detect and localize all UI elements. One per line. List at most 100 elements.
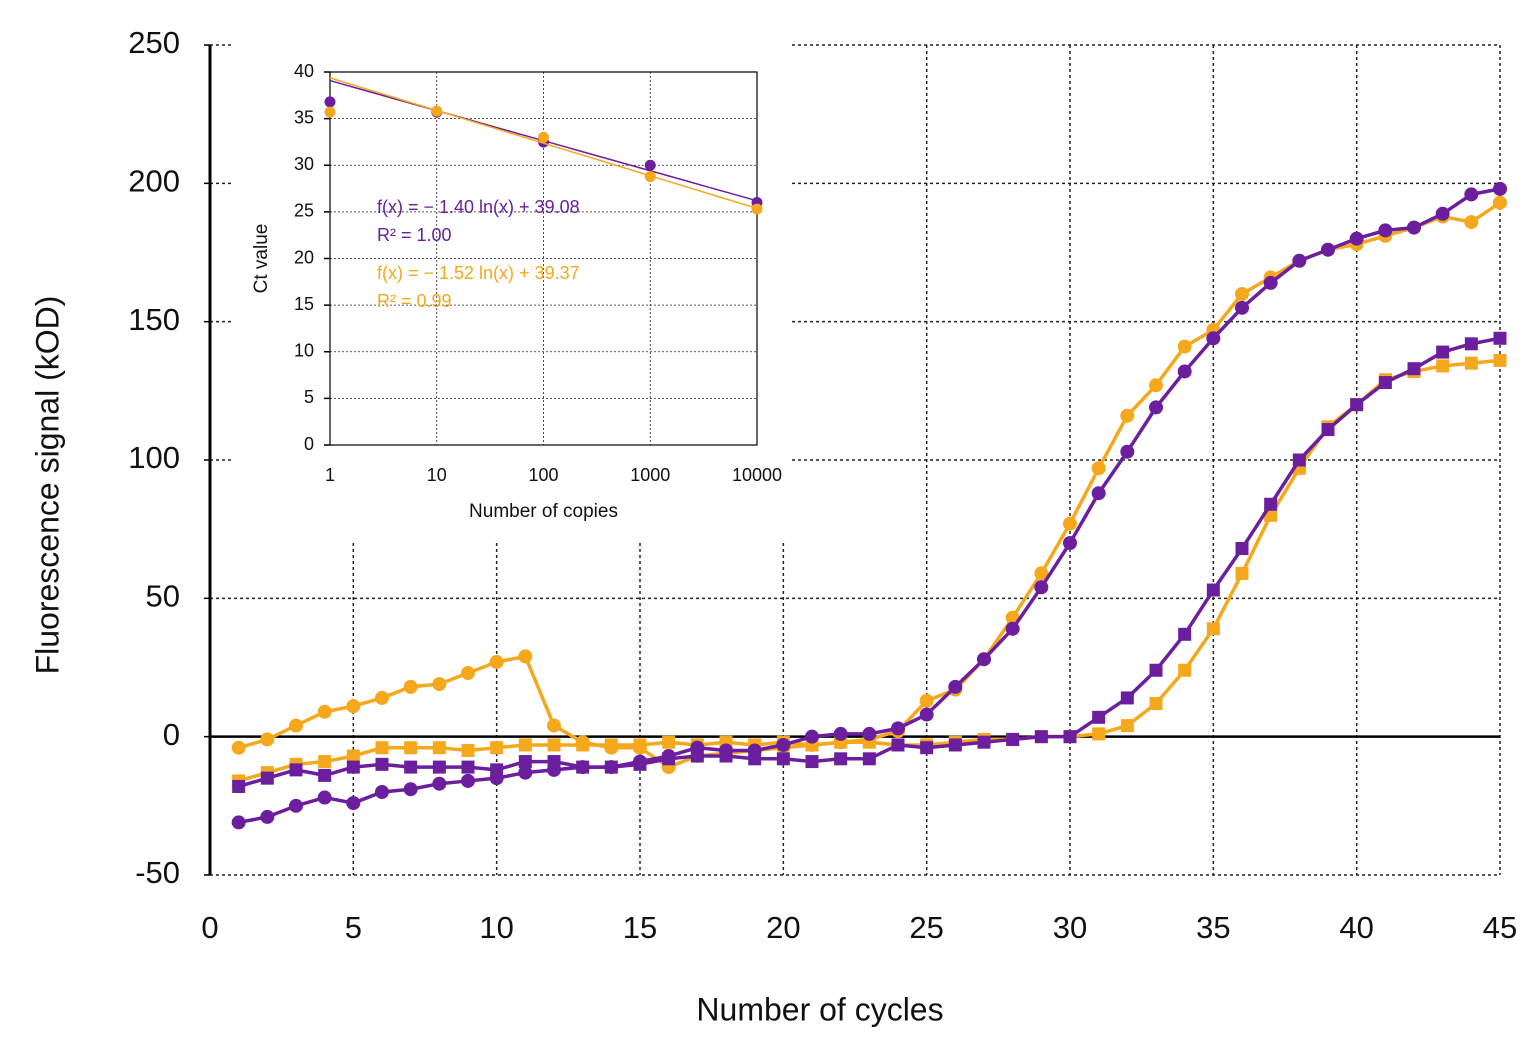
marker <box>375 785 389 799</box>
marker <box>1149 400 1163 415</box>
marker <box>1235 287 1249 301</box>
marker <box>1091 486 1106 501</box>
marker <box>490 763 504 777</box>
marker <box>891 738 905 752</box>
marker <box>1149 696 1163 710</box>
marker <box>1292 253 1307 268</box>
marker <box>432 741 446 755</box>
marker <box>232 779 246 793</box>
marker <box>1177 339 1192 354</box>
y-tick-label: 15 <box>294 294 314 314</box>
fit-r2: R² = 1.00 <box>377 225 452 245</box>
marker <box>1292 453 1306 467</box>
marker <box>518 738 532 752</box>
marker <box>1034 580 1049 595</box>
marker <box>1464 215 1479 230</box>
x-tick-label: 10000 <box>732 465 782 485</box>
marker <box>1407 220 1421 235</box>
marker <box>644 170 656 182</box>
x-tick-label: 45 <box>1483 910 1517 945</box>
marker <box>633 738 647 752</box>
marker <box>1407 362 1421 376</box>
y-tick-label: 40 <box>294 61 314 81</box>
x-tick-label: 25 <box>909 910 943 945</box>
marker <box>547 738 561 752</box>
marker <box>1178 627 1192 641</box>
y-tick-label: 50 <box>146 579 180 614</box>
y-tick-label: 25 <box>294 201 314 221</box>
y-tick-label: 250 <box>128 25 180 60</box>
marker <box>833 726 848 741</box>
marker <box>1063 516 1077 531</box>
x-axis-title: Number of cycles <box>696 991 943 1027</box>
y-axis-title: Ct value <box>251 224 272 294</box>
plot-frame <box>329 71 758 446</box>
marker <box>1235 300 1249 315</box>
marker <box>1206 331 1221 346</box>
marker <box>751 203 763 215</box>
marker <box>919 707 934 722</box>
marker <box>1235 566 1249 580</box>
marker <box>289 798 303 813</box>
marker <box>1120 444 1135 459</box>
marker <box>375 741 389 755</box>
x-axis-title: Number of copies <box>469 501 618 522</box>
marker <box>260 732 275 747</box>
marker <box>404 741 418 755</box>
marker <box>289 763 303 777</box>
marker <box>1006 732 1020 746</box>
marker <box>431 105 443 117</box>
marker <box>1149 378 1163 393</box>
marker <box>977 652 991 667</box>
marker <box>547 718 561 733</box>
marker <box>1235 542 1249 556</box>
marker <box>690 749 704 763</box>
marker <box>461 744 475 757</box>
marker <box>920 741 934 755</box>
marker <box>1349 231 1364 246</box>
x-tick-label: 35 <box>1196 910 1230 945</box>
y-tick-label: 5 <box>304 387 314 407</box>
marker <box>1435 206 1450 221</box>
marker <box>948 738 962 752</box>
marker <box>1350 398 1364 412</box>
x-tick-label: 15 <box>623 910 657 945</box>
marker <box>719 749 733 763</box>
marker <box>518 755 532 769</box>
marker <box>518 765 533 780</box>
marker <box>318 755 332 769</box>
marker <box>346 699 361 714</box>
marker <box>432 760 446 774</box>
marker <box>1206 622 1220 636</box>
marker <box>404 760 418 774</box>
marker <box>1034 566 1049 581</box>
marker <box>576 760 590 774</box>
marker <box>805 729 819 744</box>
marker <box>1091 461 1106 476</box>
marker <box>1321 423 1335 437</box>
marker <box>260 809 275 824</box>
marker <box>604 760 618 774</box>
x-tick-label: 0 <box>201 910 218 945</box>
y-tick-label: 0 <box>304 434 314 454</box>
marker <box>1378 376 1392 390</box>
marker <box>633 757 647 771</box>
y-tick-label: 0 <box>163 717 180 752</box>
marker <box>317 704 332 719</box>
marker <box>1120 408 1135 423</box>
marker <box>231 740 246 755</box>
marker <box>604 738 618 752</box>
marker <box>346 749 360 763</box>
x-tick-label: 100 <box>528 465 558 485</box>
x-tick-label: 1 <box>325 465 335 485</box>
marker <box>461 773 475 788</box>
marker <box>1120 691 1134 705</box>
marker <box>862 726 877 741</box>
marker <box>538 131 549 143</box>
marker <box>1464 356 1478 370</box>
marker <box>461 666 475 681</box>
marker <box>1063 536 1077 550</box>
marker <box>403 782 418 797</box>
marker <box>776 737 791 752</box>
